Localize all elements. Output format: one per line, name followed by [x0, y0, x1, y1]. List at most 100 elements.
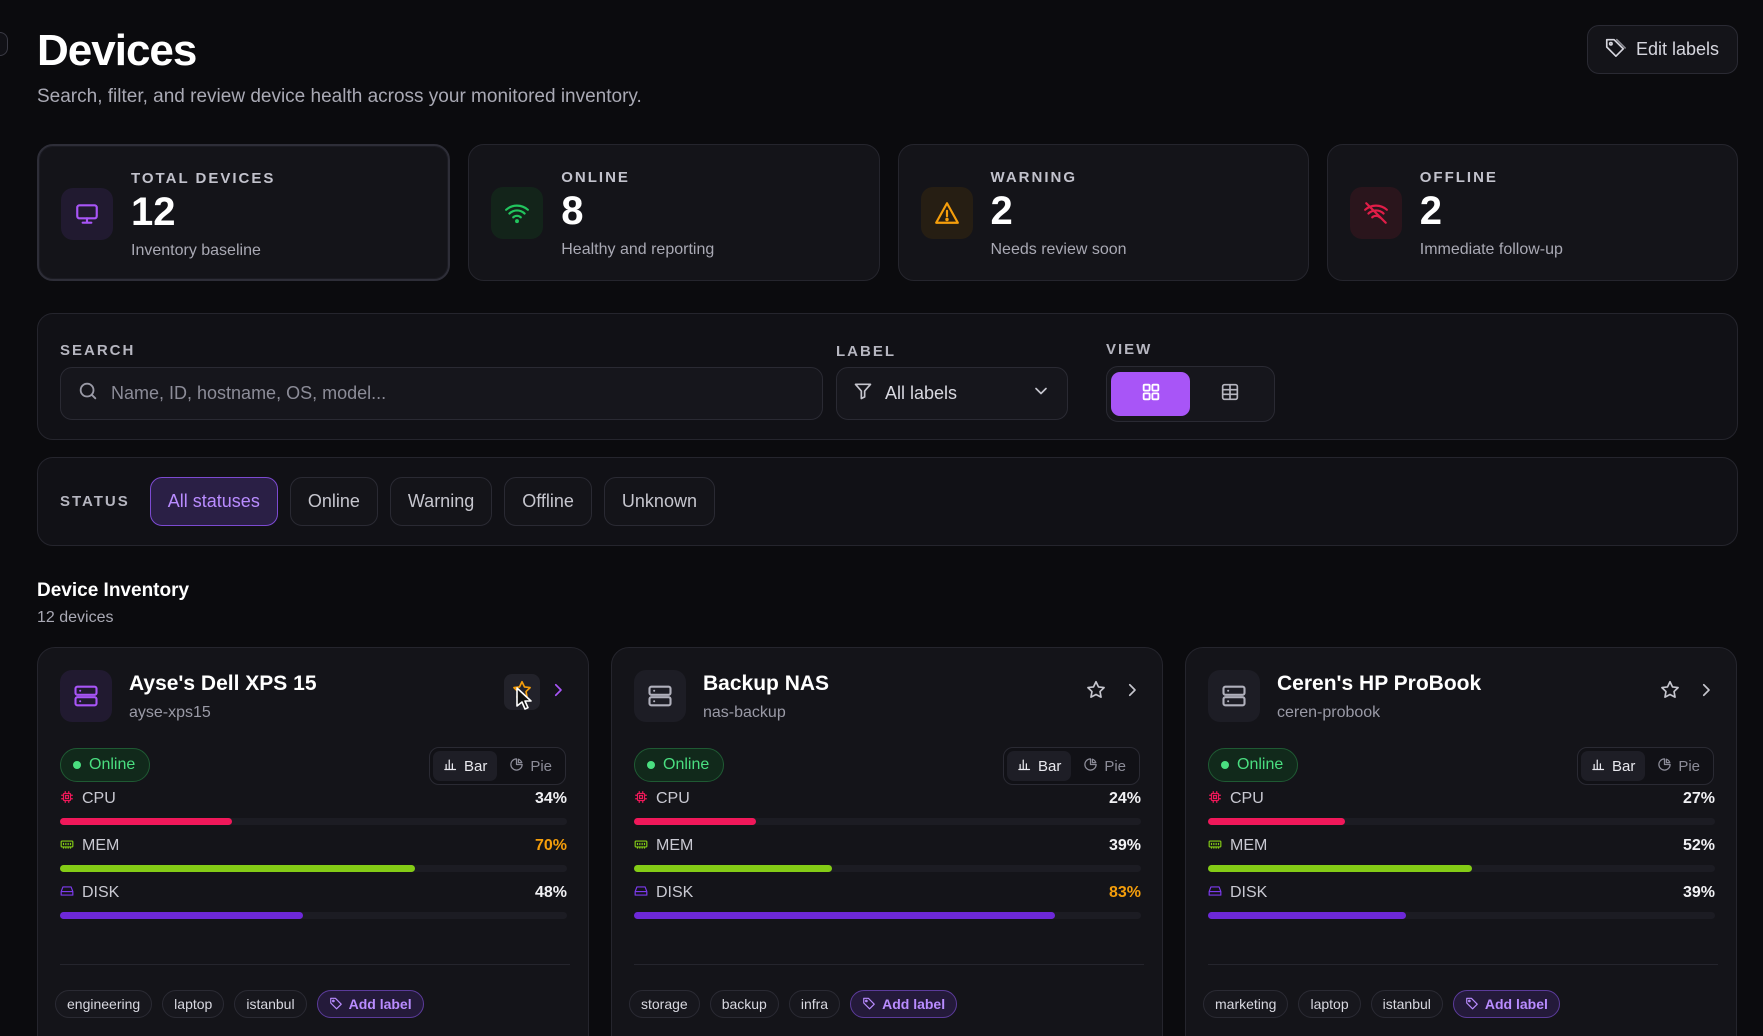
status-chip-offline[interactable]: Offline — [504, 477, 592, 526]
star-icon — [1659, 679, 1681, 706]
status-chip-all[interactable]: All statuses — [149, 477, 278, 526]
metric-track — [60, 912, 567, 919]
pie-chart-button[interactable]: Pie — [499, 751, 562, 781]
stat-label: WARNING — [990, 169, 1077, 186]
bar-chart-button[interactable]: Bar — [432, 751, 498, 781]
card-divider — [1208, 964, 1718, 965]
cpu-usage-bar — [1208, 818, 1345, 825]
device-card[interactable]: Ayse's Dell XPS 15 ayse-xps15 Online Bar… — [37, 647, 589, 1036]
open-device-button[interactable] — [1120, 678, 1144, 706]
add-label-button[interactable]: Add label — [850, 990, 958, 1018]
filter-icon — [853, 381, 873, 406]
metric-track — [60, 865, 567, 872]
stat-total-devices[interactable]: TOTAL DEVICES 12 Inventory baseline — [37, 144, 451, 281]
chart-type-toggle: Bar Pie — [1002, 747, 1140, 785]
device-name: Backup NAS — [703, 672, 830, 695]
status-dot — [647, 761, 655, 769]
pie-chart-button[interactable]: Pie — [1647, 751, 1710, 781]
favorite-button[interactable] — [1078, 674, 1114, 710]
memory-icon — [60, 837, 74, 856]
open-device-button[interactable] — [1694, 678, 1718, 706]
pie-chart-icon — [509, 757, 524, 776]
cpu-icon — [1208, 790, 1222, 809]
label-select[interactable]: All labels — [836, 367, 1068, 420]
label-list: marketing laptop istanbul Add label — [1203, 990, 1560, 1018]
filter-panel: SEARCH LABEL All labels VIEW — [37, 313, 1738, 440]
disk-usage-bar — [1208, 912, 1406, 919]
bar-chart-button[interactable]: Bar — [1580, 751, 1646, 781]
device-card[interactable]: Ceren's HP ProBook ceren-probook Online … — [1185, 647, 1737, 1036]
metric-name: MEM — [656, 837, 694, 854]
label-tag[interactable]: istanbul — [1370, 990, 1443, 1018]
favorite-button[interactable] — [1652, 674, 1688, 710]
label-tag[interactable]: istanbul — [234, 990, 307, 1018]
page-header: Devices Search, filter, and review devic… — [37, 0, 1738, 140]
edit-labels-button[interactable]: Edit labels — [1586, 25, 1738, 74]
metric-cpu: CPU 24% — [634, 788, 1141, 828]
memory-icon — [634, 837, 648, 856]
edit-labels-label: Edit labels — [1635, 39, 1719, 59]
stats-row: TOTAL DEVICES 12 Inventory baseline ONLI… — [37, 144, 1738, 281]
status-chip-warning[interactable]: Warning — [389, 477, 493, 526]
add-label-text: Add label — [1484, 996, 1548, 1012]
view-toggle — [1106, 366, 1275, 422]
disk-usage-bar — [634, 912, 1055, 919]
search-box[interactable] — [60, 367, 823, 420]
stat-label: TOTAL DEVICES — [131, 170, 276, 187]
label-filter-label: LABEL — [836, 343, 896, 360]
label-tag[interactable]: infra — [788, 990, 841, 1018]
metric-name: CPU — [1230, 790, 1264, 807]
stat-description: Inventory baseline — [131, 242, 261, 259]
metric-track — [1208, 912, 1715, 919]
label-tag[interactable]: laptop — [1298, 990, 1361, 1018]
grid-view-button[interactable] — [1111, 372, 1190, 416]
add-label-button[interactable]: Add label — [316, 990, 424, 1018]
metric-value: 39% — [1108, 837, 1141, 854]
status-chip-unknown[interactable]: Unknown — [603, 477, 715, 526]
cpu-usage-bar — [634, 818, 756, 825]
bar-chart-icon — [443, 757, 458, 776]
wifi-icon — [491, 187, 544, 239]
stat-value: 12 — [131, 190, 176, 234]
metric-track — [634, 865, 1141, 872]
server-icon — [634, 670, 686, 722]
label-tag[interactable]: laptop — [162, 990, 225, 1018]
label-tag[interactable]: storage — [629, 990, 700, 1018]
stat-description: Immediate follow-up — [1419, 241, 1563, 258]
status-text: Online — [89, 756, 136, 773]
label-tag[interactable]: backup — [709, 990, 779, 1018]
card-divider — [60, 964, 570, 965]
label-tag[interactable]: engineering — [55, 990, 153, 1018]
metric-name: MEM — [1230, 837, 1268, 854]
disk-icon — [634, 884, 648, 903]
metric-name: CPU — [82, 790, 116, 807]
pie-chart-icon — [1083, 757, 1098, 776]
tag-icon — [862, 996, 876, 1013]
stat-warning[interactable]: WARNING 2 Needs review soon — [897, 144, 1309, 281]
status-text: Online — [1237, 756, 1284, 773]
warning-icon — [920, 187, 973, 239]
bar-chart-button[interactable]: Bar — [1006, 751, 1072, 781]
status-chip-online[interactable]: Online — [289, 477, 378, 526]
table-icon — [1219, 381, 1241, 408]
search-label: SEARCH — [60, 342, 136, 359]
chart-type-toggle: Bar Pie — [1576, 747, 1714, 785]
status-text: Online — [663, 756, 710, 773]
chevron-right-icon — [1123, 681, 1141, 704]
label-tag[interactable]: marketing — [1203, 990, 1289, 1018]
metric-name: DISK — [656, 884, 694, 901]
table-view-button[interactable] — [1190, 372, 1269, 416]
tag-icon — [329, 996, 343, 1013]
status-badge: Online — [634, 748, 725, 782]
stat-value: 8 — [561, 189, 584, 233]
page-title: Devices — [37, 26, 197, 75]
sidebar-collapse-handle[interactable] — [0, 32, 8, 56]
stat-offline[interactable]: OFFLINE 2 Immediate follow-up — [1326, 144, 1738, 281]
open-device-button[interactable] — [546, 678, 570, 706]
tag-icon — [1465, 996, 1479, 1013]
pie-chart-button[interactable]: Pie — [1073, 751, 1136, 781]
search-input[interactable] — [111, 383, 791, 404]
device-card[interactable]: Backup NAS nas-backup Online Bar Pie — [611, 647, 1163, 1036]
stat-online[interactable]: ONLINE 8 Healthy and reporting — [468, 144, 880, 281]
add-label-button[interactable]: Add label — [1452, 990, 1560, 1018]
